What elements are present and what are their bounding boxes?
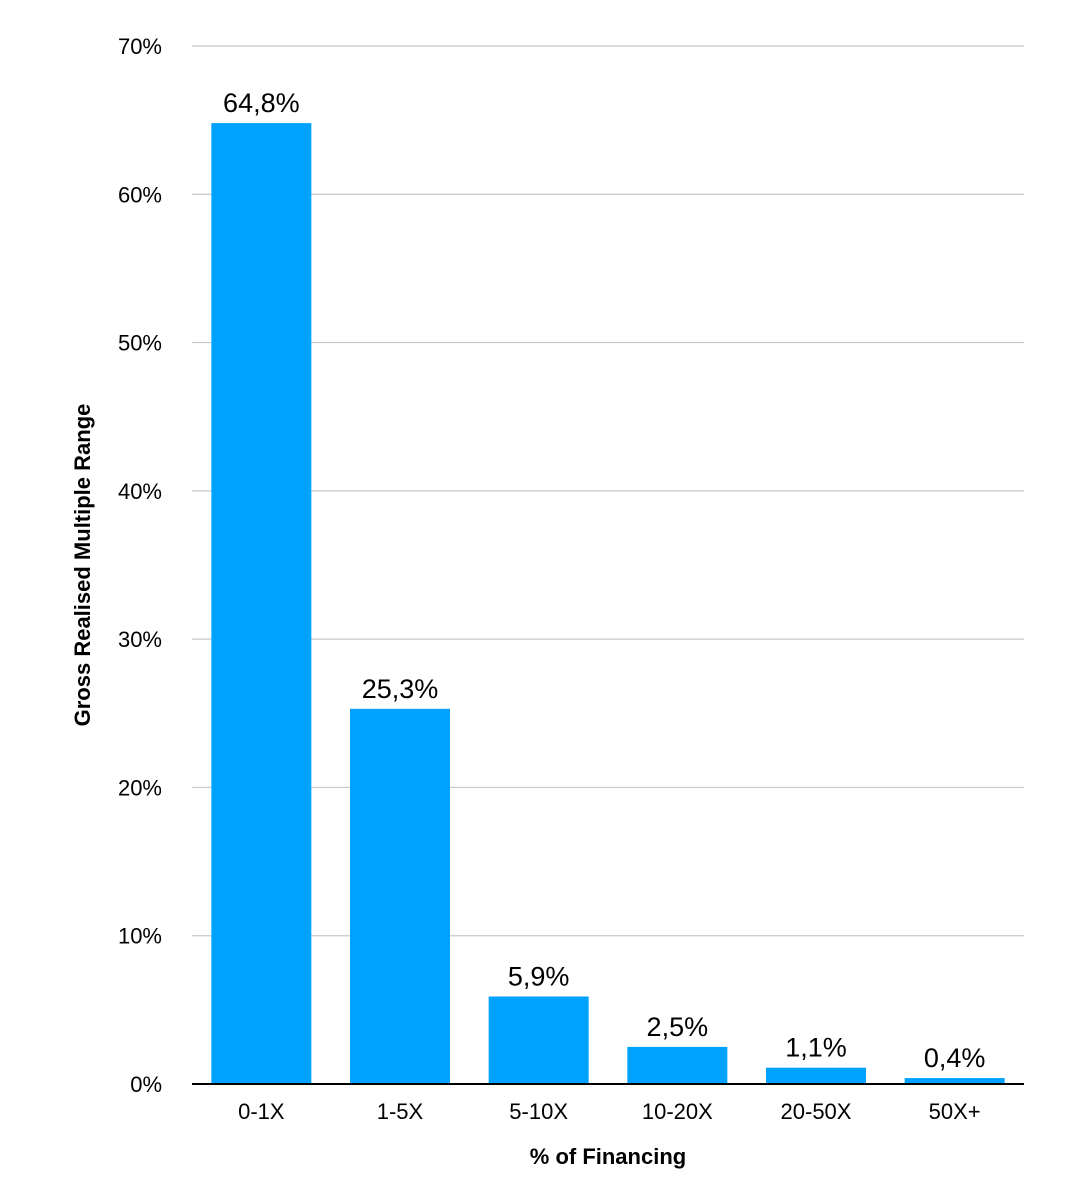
data-label: 5,9%	[508, 962, 570, 992]
x-tick-label: 10-20X	[642, 1099, 713, 1124]
bar-1-5X	[350, 708, 450, 1084]
bar-0-1X	[211, 123, 312, 1084]
y-tick-label: 0%	[130, 1072, 162, 1097]
gridlines	[192, 45, 1024, 937]
bar-50X+	[904, 1078, 1005, 1084]
y-tick-label: 30%	[118, 627, 162, 652]
data-label: 1,1%	[785, 1033, 847, 1063]
x-tick-label: 0-1X	[238, 1099, 285, 1124]
x-tick-label: 5-10X	[509, 1099, 568, 1124]
bars	[211, 123, 1005, 1084]
data-labels: 64,8% 25,3% 5,9% 2,5% 1,1% 0,4%	[223, 88, 985, 1073]
x-tick-label: 20-50X	[781, 1099, 852, 1124]
data-label: 2,5%	[647, 1012, 709, 1042]
x-tick-label: 50X+	[929, 1099, 981, 1124]
bar-10-20X	[627, 1046, 728, 1084]
bar-20-50X	[766, 1067, 866, 1084]
y-tick-label: 60%	[118, 182, 162, 207]
axes: 0% 10% 20% 30% 40% 50% 60% 70% 0-1X 1-5X 5-10X 10-2…	[118, 34, 1024, 1124]
x-axis-title: % of Financing	[530, 1144, 686, 1169]
x-tick-label: 1-5X	[377, 1099, 424, 1124]
bar-5-10X	[488, 996, 589, 1084]
data-label: 0,4%	[924, 1043, 986, 1073]
y-axis-title: Gross Realised Multiple Range	[70, 404, 95, 727]
y-tick-label: 70%	[118, 34, 162, 59]
y-tick-label: 50%	[118, 331, 162, 356]
y-tick-label: 20%	[118, 775, 162, 800]
data-label: 64,8%	[223, 88, 300, 118]
y-tick-label: 10%	[118, 924, 162, 949]
y-tick-label: 40%	[118, 479, 162, 504]
data-label: 25,3%	[362, 674, 439, 704]
